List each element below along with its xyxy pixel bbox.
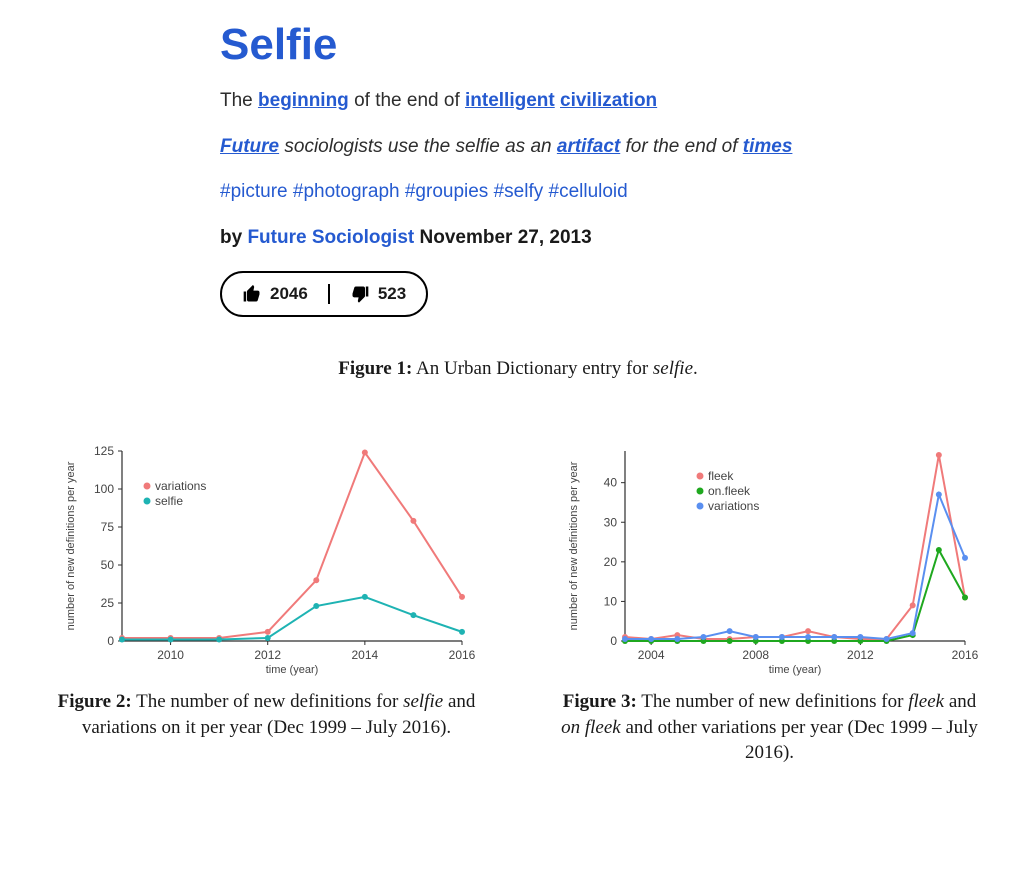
svg-text:0: 0: [107, 634, 114, 648]
svg-text:2010: 2010: [157, 648, 184, 662]
svg-text:2014: 2014: [351, 648, 378, 662]
link-intelligent[interactable]: intelligent: [465, 90, 555, 111]
cap-text: and: [944, 691, 976, 712]
svg-text:40: 40: [603, 476, 617, 490]
svg-text:50: 50: [100, 558, 114, 572]
svg-text:100: 100: [93, 482, 113, 496]
svg-text:2008: 2008: [742, 648, 769, 662]
cap-text: .: [693, 358, 698, 379]
chart3-line: 0 10 20 30 40 2004 2008 2012 2016 time (year) numb…: [550, 436, 990, 681]
def-text: The: [220, 90, 258, 111]
figure-label: Figure 2:: [58, 691, 132, 712]
link-future[interactable]: Future: [220, 136, 279, 157]
svg-text:2012: 2012: [254, 648, 281, 662]
author-link[interactable]: Future Sociologist: [247, 227, 414, 248]
upvote-button[interactable]: 2046: [222, 284, 328, 304]
link-times[interactable]: times: [743, 136, 793, 157]
figure-label: Figure 3:: [563, 691, 637, 712]
svg-text:time (year): time (year): [265, 664, 318, 676]
figure2-caption: Figure 2: The number of new definitions …: [52, 689, 482, 740]
thumbs-down-icon: [350, 284, 370, 304]
by-prefix: by: [220, 227, 247, 248]
cap-italic: on fleek: [561, 717, 621, 738]
svg-text:30: 30: [603, 515, 617, 529]
svg-text:2004: 2004: [637, 648, 664, 662]
link-artifact[interactable]: artifact: [557, 136, 620, 157]
figure2: 0 25 50 75 100 125 2010 2012 2014 2016 time (year)…: [30, 436, 503, 785]
svg-text:number of new definitions per: number of new definitions per year: [568, 461, 580, 630]
downvote-count: 523: [378, 284, 406, 304]
svg-text:time (year): time (year): [768, 664, 821, 676]
ex-text: sociologists use the selfie as an: [279, 136, 557, 157]
svg-text:10: 10: [603, 595, 617, 609]
cap-text: The number of new definitions for: [637, 691, 908, 712]
svg-text:0: 0: [610, 634, 617, 648]
ex-text: for the end of: [620, 136, 743, 157]
cap-italic: fleek: [908, 691, 944, 712]
svg-text:20: 20: [603, 555, 617, 569]
svg-text:number of new definitions per: number of new definitions per year: [65, 461, 77, 630]
def-text: of the end of: [349, 90, 465, 111]
example-text: Future sociologists use the selfie as an…: [220, 134, 906, 160]
figure-label: Figure 1:: [338, 358, 412, 379]
figure3-caption: Figure 3: The number of new definitions …: [555, 689, 985, 766]
urban-dictionary-entry: Selfie The beginning of the end of intel…: [220, 20, 906, 337]
svg-text:2016: 2016: [448, 648, 475, 662]
svg-text:75: 75: [100, 520, 114, 534]
figure1-caption: Figure 1: An Urban Dictionary entry for …: [30, 356, 1006, 382]
chart2-line: 0 25 50 75 100 125 2010 2012 2014 2016 time (year)…: [47, 436, 487, 681]
svg-text:selfie: selfie: [155, 494, 183, 508]
byline: by Future Sociologist November 27, 2013: [220, 225, 906, 251]
svg-text:variations: variations: [155, 479, 206, 493]
charts-row: 02550751001252010201220142016time (year)…: [30, 436, 1006, 785]
svg-text:variations: variations: [708, 499, 759, 513]
cap-italic: selfie: [403, 691, 443, 712]
link-beginning[interactable]: beginning: [258, 90, 349, 111]
cap-text: An Urban Dictionary entry for: [412, 358, 653, 379]
cap-italic: selfie: [653, 358, 693, 379]
entry-title[interactable]: Selfie: [220, 20, 906, 70]
figure3: 0 10 20 30 40 2004 2008 2012 2016 time (year) numb…: [533, 436, 1006, 785]
svg-text:25: 25: [100, 596, 114, 610]
entry-date: November 27, 2013: [420, 227, 592, 248]
cap-text: The number of new definitions for: [132, 691, 403, 712]
definition-text: The beginning of the end of intelligent …: [220, 88, 906, 114]
upvote-count: 2046: [270, 284, 308, 304]
hashtags[interactable]: #picture #photograph #groupies #selfy #c…: [220, 179, 906, 205]
svg-text:2016: 2016: [951, 648, 978, 662]
downvote-button[interactable]: 523: [328, 284, 426, 304]
link-civilization[interactable]: civilization: [560, 90, 657, 111]
svg-text:on.fleek: on.fleek: [708, 484, 751, 498]
vote-widget: 2046 523: [220, 271, 428, 317]
svg-text:125: 125: [93, 444, 113, 458]
thumbs-up-icon: [242, 284, 262, 304]
svg-text:fleek: fleek: [708, 469, 734, 483]
cap-text: and other variations per year (Dec 1999 …: [621, 717, 978, 764]
svg-text:2012: 2012: [847, 648, 874, 662]
